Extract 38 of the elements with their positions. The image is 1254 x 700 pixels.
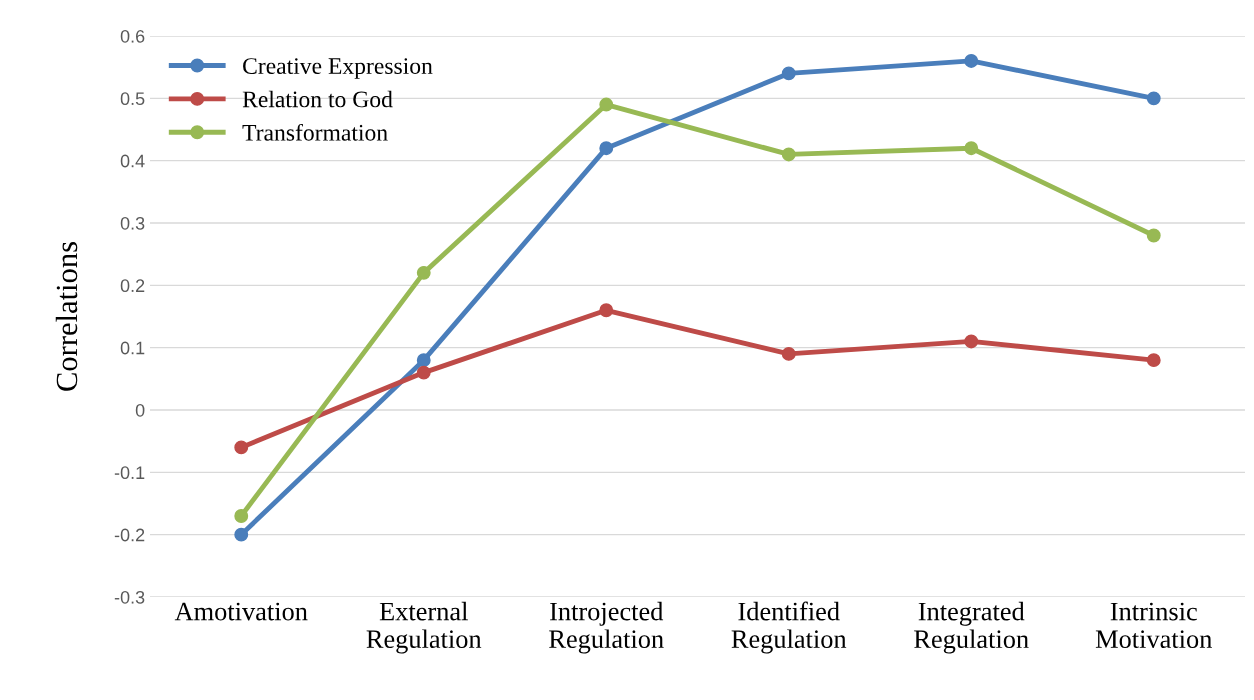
x-tick-label: Introjected Regulation [549, 601, 664, 654]
point [234, 509, 249, 523]
point [964, 334, 979, 349]
x-tick-label: Intrinsic Motivation [1095, 602, 1212, 649]
point [599, 303, 614, 318]
point [234, 440, 249, 455]
y-tick-label: 0 [135, 403, 145, 417]
point [1146, 228, 1161, 243]
point [781, 66, 796, 81]
y-tick-label: 0.6 [120, 29, 145, 43]
y-tick-label: 0.2 [120, 279, 145, 293]
point [416, 353, 431, 368]
point [781, 346, 796, 361]
y-tick-label: -0.2 [114, 528, 145, 542]
y-axis-title: Correlations [55, 242, 78, 391]
point [781, 147, 796, 162]
x-tick-label: Identified Regulation [731, 601, 847, 654]
point [964, 141, 979, 156]
legend-label: Relation to God [242, 90, 393, 108]
x-tick-label: External Regulation [366, 601, 482, 654]
legend-label: Creative Expression [243, 58, 433, 79]
point [416, 265, 431, 280]
point [234, 527, 249, 542]
legend-label: Transformation [242, 123, 388, 141]
y-tick-label: 0.5 [120, 92, 145, 106]
x-tick-label: Amotivation [174, 602, 308, 621]
y-tick-label: 0.3 [120, 216, 145, 230]
point [416, 365, 431, 380]
y-tick-label: 0.1 [120, 341, 145, 355]
y-tick-label: 0.4 [120, 154, 145, 168]
x-tick-label: Integrated Regulation [914, 601, 1029, 654]
y-tick-label: -0.1 [114, 466, 145, 480]
point [964, 53, 979, 68]
point [1146, 91, 1161, 106]
point [1146, 353, 1161, 368]
y-tick-label: -0.3 [114, 590, 145, 604]
point [599, 141, 614, 156]
point [599, 97, 614, 112]
